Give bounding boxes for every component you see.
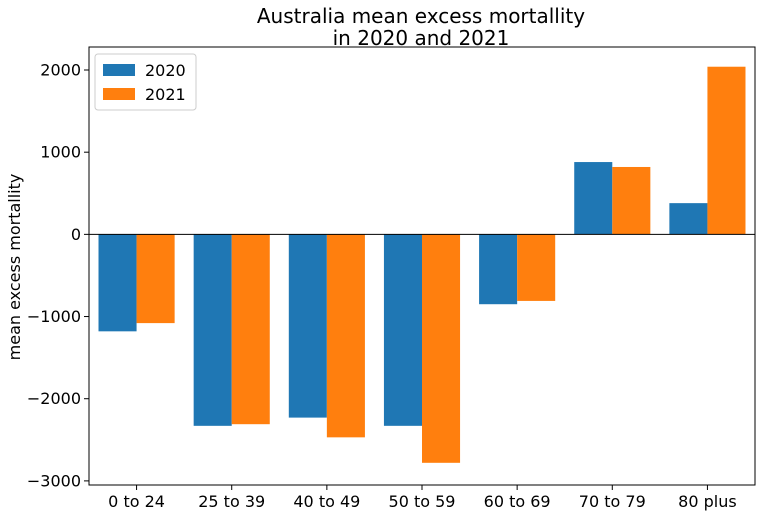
chart-title-line-2: in 2020 and 2021 (333, 26, 510, 50)
bar-2020-2 (193, 234, 232, 426)
x-tick-label-1: 0 to 24 (108, 492, 165, 511)
bar-2021-2 (231, 234, 270, 425)
x-tick-label-7: 80 plus (678, 492, 737, 511)
y-tick-label-6: 2000 (40, 61, 81, 80)
bar-2020-4 (383, 234, 422, 426)
legend-label-2021: 2021 (145, 85, 186, 104)
y-tick-label-5: 1000 (40, 143, 81, 162)
legend-label-2020: 2020 (145, 61, 186, 80)
bar-2021-1 (136, 234, 175, 324)
bar-2020-6 (574, 162, 613, 235)
y-tick-label-3: −1000 (27, 307, 81, 326)
x-tick-label-5: 60 to 69 (484, 492, 551, 511)
legend-swatch-2021 (103, 88, 135, 100)
plot-area: −3000 −2000 −1000 0 1000 2000 0 to 24 25 to 39 4… (27, 46, 756, 511)
bar-2020-3 (288, 234, 327, 418)
bar-2020-1 (98, 234, 137, 332)
bar-2020-7 (669, 203, 708, 235)
bar-2021-6 (612, 166, 651, 235)
x-tick-label-4: 50 to 59 (389, 492, 456, 511)
y-axis-label: mean excess mortallity (5, 174, 24, 361)
y-tick-label-4: 0 (71, 225, 81, 244)
x-tick-label-3: 40 to 49 (293, 492, 360, 511)
bar-2021-4 (422, 234, 461, 463)
x-tick-label-6: 70 to 79 (579, 492, 646, 511)
y-tick-label-1: −3000 (27, 471, 81, 490)
x-tick-label-2: 25 to 39 (198, 492, 265, 511)
bar-2021-3 (326, 234, 365, 438)
bar-2021-7 (707, 66, 746, 235)
bar-2020-5 (479, 234, 518, 305)
chart-title-line-1: Australia mean excess mortallity (257, 4, 585, 28)
legend-swatch-2020 (103, 64, 135, 76)
y-tick-label-2: −2000 (27, 389, 81, 408)
bar-2021-5 (517, 234, 556, 301)
